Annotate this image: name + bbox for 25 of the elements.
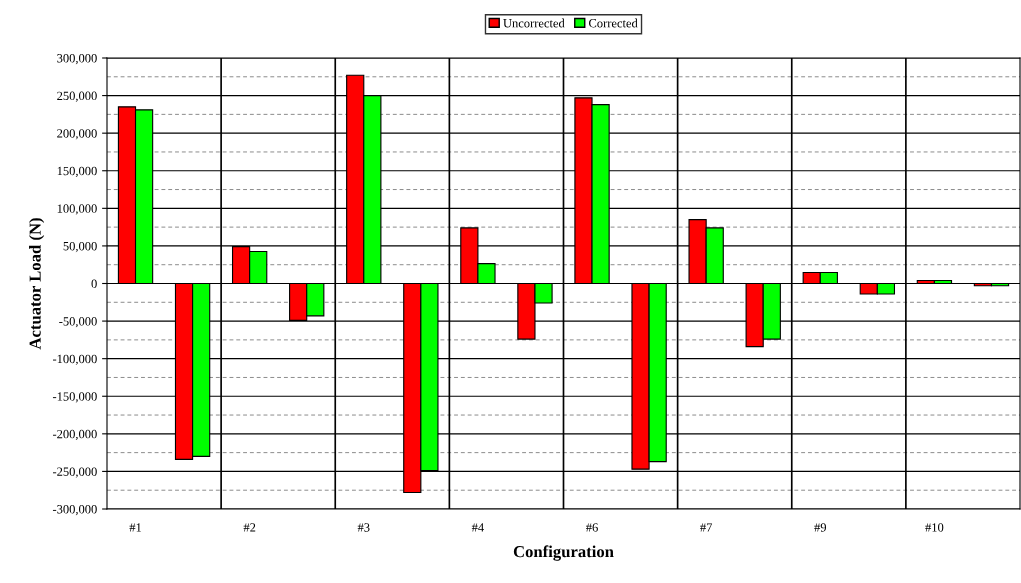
y-tick-label: 250,000 <box>57 91 97 102</box>
x-tick-label: #3 <box>357 523 370 532</box>
x-tick-label: #6 <box>586 523 598 532</box>
x-tick-label: #4 <box>471 523 484 532</box>
x-tick-label: #2 <box>243 523 256 532</box>
y-tick-label: -200,000 <box>52 429 97 441</box>
y-tick-label: 150,000 <box>57 166 97 178</box>
y-tick-label: 0 <box>91 279 97 288</box>
y-tick-label: 200,000 <box>57 129 97 140</box>
legend-label: Corrected <box>589 18 638 28</box>
legend-label: Uncorrected <box>503 18 565 28</box>
y-tick-label: 300,000 <box>57 54 97 65</box>
x-tick-label: #9 <box>814 523 827 532</box>
y-tick-label: 50,000 <box>63 241 97 253</box>
y-tick-label: -150,000 <box>52 392 97 403</box>
x-tick-label: #7 <box>700 523 713 532</box>
y-tick-label: -300,000 <box>52 505 97 516</box>
y-tick-label: -250,000 <box>52 467 97 478</box>
x-tick-label: #1 <box>129 523 142 532</box>
x-tick-label: #10 <box>925 523 944 532</box>
y-axis-title: Actuator Load (N) <box>29 218 45 350</box>
y-tick-label: 100,000 <box>57 204 97 215</box>
x-axis-title: Configuration <box>513 545 614 561</box>
y-tick-label: -100,000 <box>52 354 97 365</box>
y-tick-label: -50,000 <box>59 317 97 328</box>
